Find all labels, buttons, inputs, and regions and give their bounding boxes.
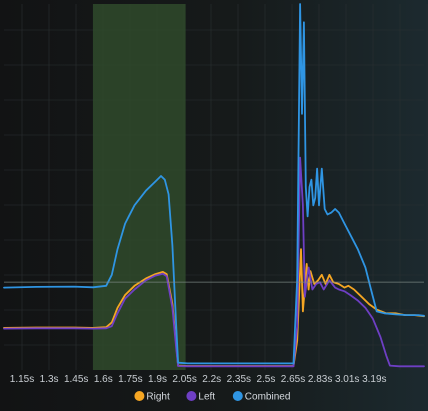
- series-line-combined: [3, 3, 425, 365]
- highlight-region-layer: [92, 4, 186, 370]
- legend-item-combined[interactable]: Combined: [232, 391, 291, 403]
- x-tick-label: 2.35s: [227, 374, 251, 385]
- legend-swatch: [232, 391, 243, 401]
- x-tick-label: 2.5s: [256, 374, 275, 385]
- legend[interactable]: Right Left Combined: [134, 391, 290, 403]
- legend-item-left[interactable]: Left: [186, 391, 215, 403]
- series-layer: [3, 3, 425, 368]
- x-tick-label: 1.3s: [40, 374, 59, 385]
- legend-item-right[interactable]: Right: [134, 391, 170, 403]
- legend-label: Combined: [245, 392, 291, 403]
- x-tick-label: 1.15s: [10, 374, 34, 385]
- highlight-region: [92, 4, 186, 370]
- legend-label: Right: [146, 392, 170, 403]
- x-tick-label: 1.6s: [94, 374, 113, 385]
- x-tick-label: 3.19s: [362, 374, 386, 385]
- legend-swatch: [134, 391, 145, 401]
- x-tick-label: 1.75s: [118, 374, 142, 385]
- x-tick-label: 2.2s: [202, 374, 221, 385]
- x-tick-label: 2.65s: [281, 374, 305, 385]
- series-line-left: [3, 156, 425, 368]
- x-tick-label: 1.9s: [148, 374, 167, 385]
- x-tick-labels: 1.15s 1.3s 1.45s 1.6s 1.75s 1.9s 2.05s 2.2s 2.35…: [10, 374, 387, 385]
- x-tick-label: 1.45s: [64, 374, 88, 385]
- x-tick-label: 3.01s: [335, 374, 359, 385]
- legend-swatch: [186, 391, 197, 401]
- x-tick-label: 2.83s: [308, 374, 332, 385]
- legend-label: Left: [198, 392, 215, 403]
- series-line-right: [3, 248, 425, 367]
- x-tick-label: 2.05s: [172, 374, 196, 385]
